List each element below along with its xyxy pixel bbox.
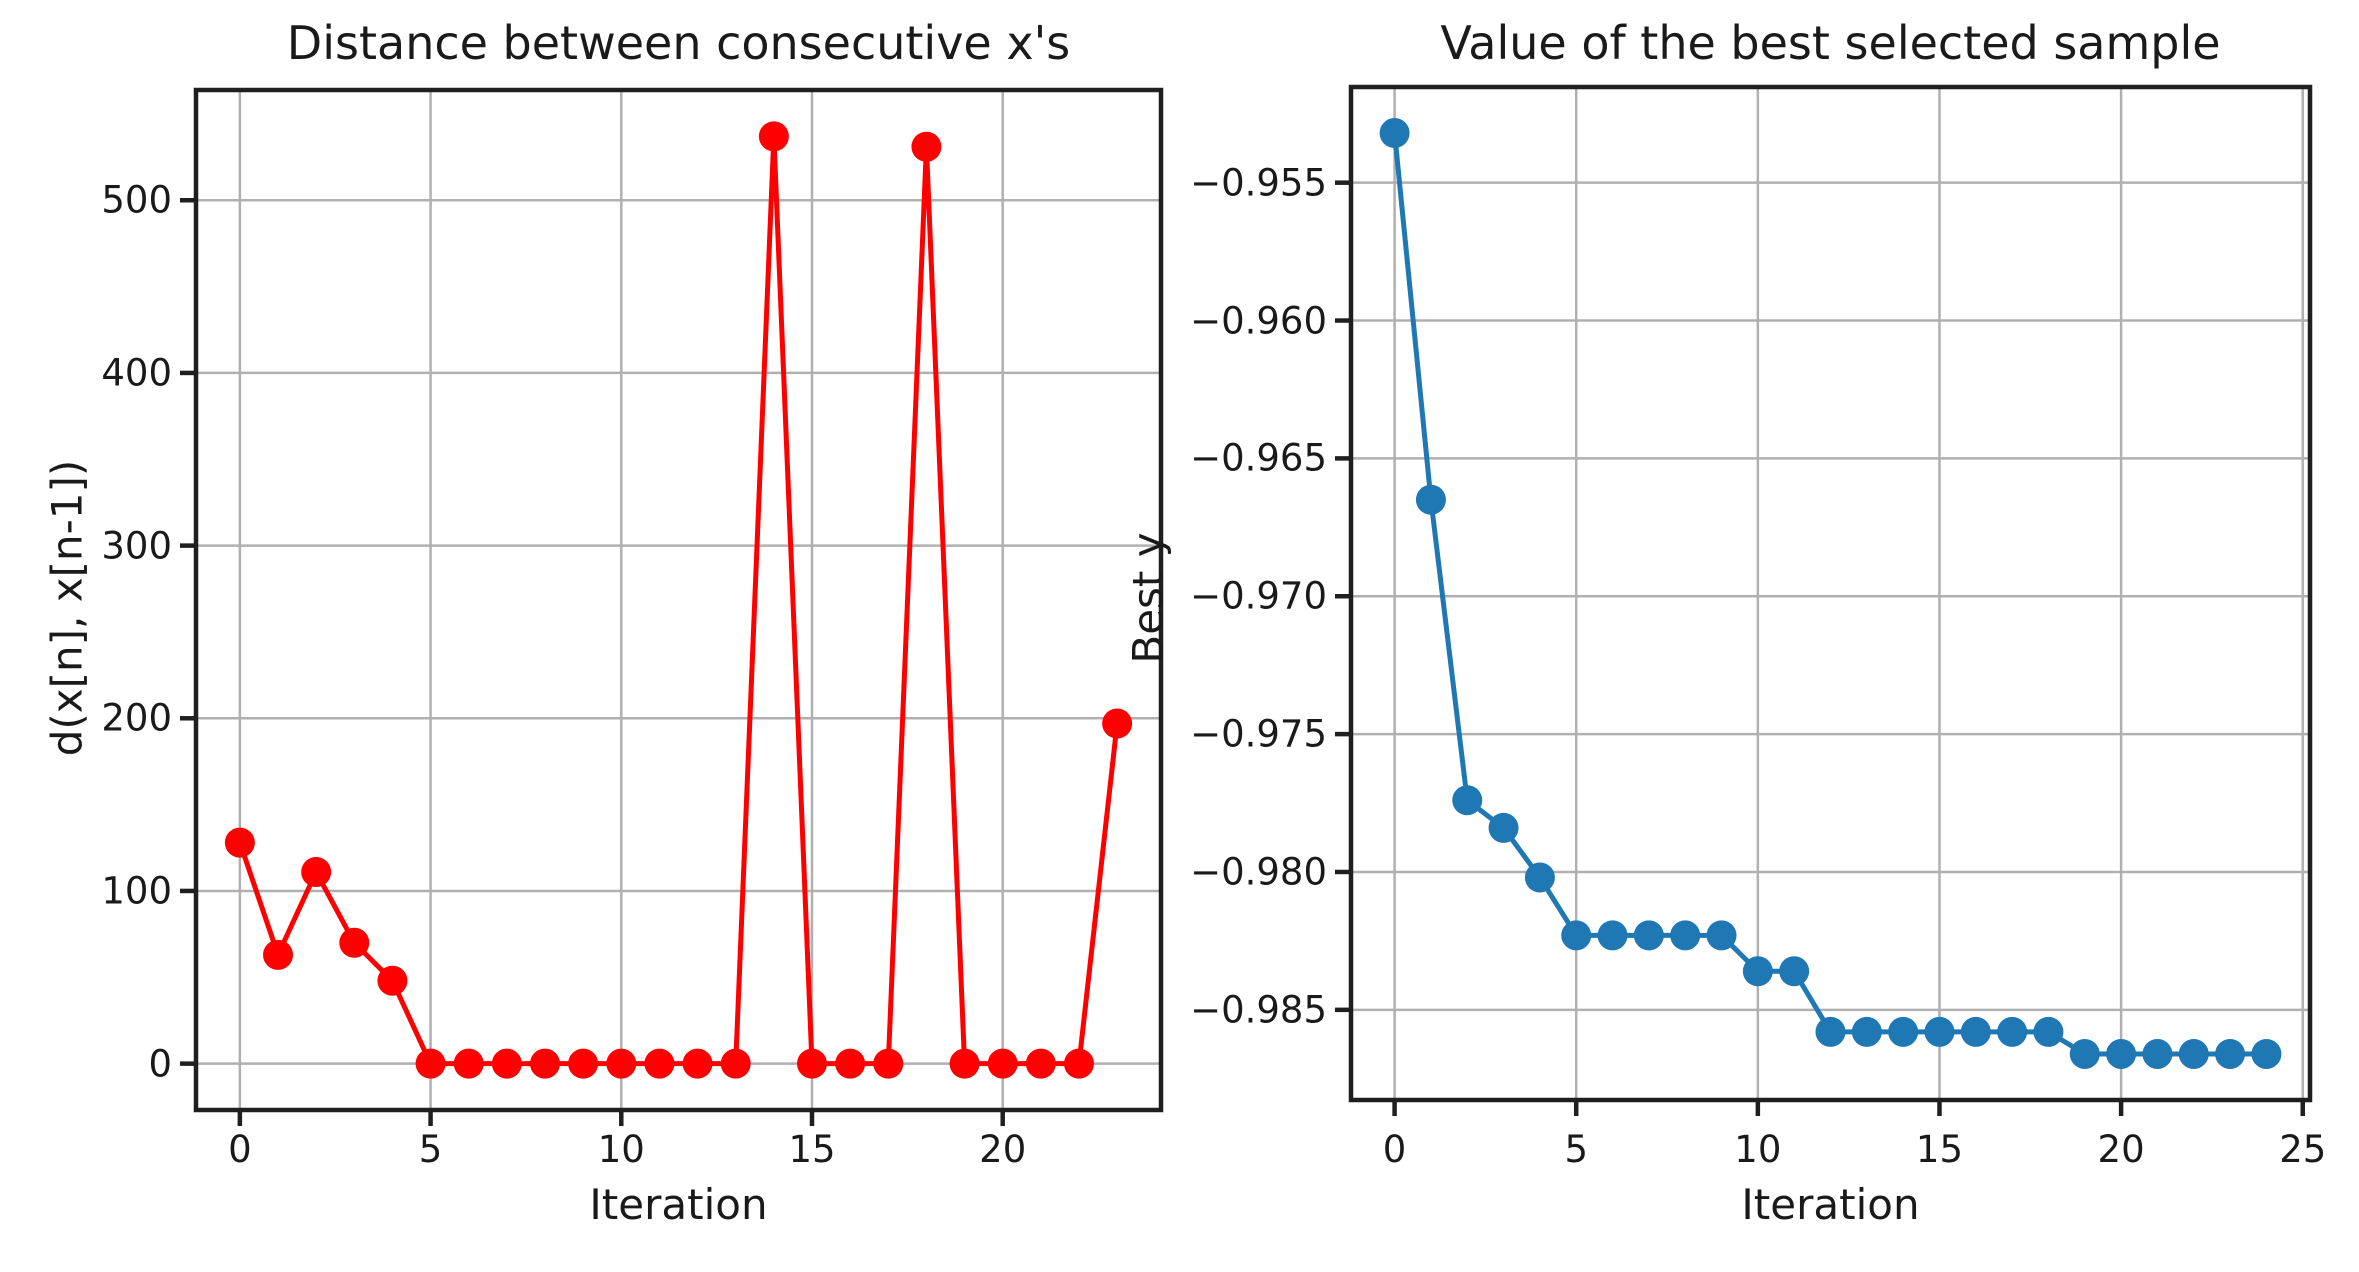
best-sample-chart-y-tick-label: −0.975 [1190, 712, 1327, 756]
best-sample-chart-x-tick-label: 20 [2097, 1128, 2145, 1171]
best-sample-chart-x-tick-label: 15 [1915, 1128, 1964, 1171]
distance-chart-x-tick-label: 5 [418, 1128, 443, 1171]
distance-chart-y-tick-label: 100 [101, 869, 172, 913]
best-sample-chart-marker [2215, 1038, 2246, 1069]
best-sample-chart-x-tick-label: 10 [1734, 1128, 1782, 1171]
distance-chart-y-tick-label: 200 [101, 696, 172, 740]
right-chart-y-axis-label: Best y [1123, 532, 1173, 664]
distance-chart-marker [682, 1048, 713, 1079]
best-sample-chart-y-tick-label: −0.985 [1190, 988, 1327, 1032]
distance-chart-x-tick-label: 15 [788, 1128, 836, 1171]
distance-chart-marker [835, 1048, 866, 1079]
distance-chart-marker [224, 827, 255, 858]
distance-chart-marker [530, 1048, 561, 1079]
best-sample-chart-marker [1488, 812, 1519, 843]
distance-chart-marker [491, 1048, 522, 1079]
distance-chart-y-tick-label: 0 [148, 1042, 172, 1086]
best-sample-chart-spines [1348, 84, 2313, 1103]
best-sample-chart-marker [2178, 1038, 2209, 1069]
best-sample-chart-marker [1415, 484, 1446, 515]
distance-chart-marker [339, 927, 370, 958]
best-sample-chart-y-tick-label: −0.965 [1190, 436, 1327, 480]
distance-chart-marker [453, 1048, 484, 1079]
distance-chart-x-tick-label: 20 [979, 1128, 1027, 1171]
best-sample-chart-marker [1997, 1016, 2028, 1047]
distance-chart-marker [911, 131, 942, 162]
best-sample-chart-marker [1815, 1016, 1846, 1047]
best-sample-chart-marker [1960, 1016, 1991, 1047]
best-sample-chart-marker [1779, 956, 1810, 987]
left-chart-title: Distance between consecutive x's [286, 16, 1071, 70]
distance-chart-marker [415, 1048, 446, 1079]
best-sample-chart-marker [2142, 1038, 2173, 1069]
distance-chart-spines [193, 87, 1164, 1113]
best-sample-chart-y-tick-label: −0.980 [1190, 850, 1327, 894]
left-chart-y-axis-label: d(x[n], x[n-1]) [42, 459, 92, 757]
best-sample-chart-marker [2033, 1016, 2064, 1047]
best-sample-chart-marker [1379, 118, 1410, 149]
distance-chart-y-tick-label: 300 [101, 524, 172, 568]
best-sample-chart-line [1392, 132, 2267, 1057]
right-chart-title: Value of the best selected sample [1440, 16, 2221, 70]
best-sample-chart-marker [1597, 920, 1628, 951]
best-sample-chart-marker [1452, 785, 1483, 816]
best-sample-chart-x-tick-label: 25 [2279, 1128, 2327, 1171]
distance-chart-marker [263, 939, 294, 970]
distance-chart-marker [1063, 1048, 1094, 1079]
best-sample-chart-y-tick-label: −0.960 [1190, 299, 1327, 343]
best-sample-chart-marker [2106, 1038, 2137, 1069]
distance-chart-marker [377, 965, 408, 996]
best-sample-chart-marker [1924, 1016, 1955, 1047]
distance-chart-x-tick-label: 0 [228, 1128, 252, 1171]
distance-chart-marker [1102, 708, 1133, 739]
distance-chart-marker [987, 1048, 1018, 1079]
best-sample-chart-marker [2069, 1038, 2100, 1069]
distance-chart-marker [568, 1048, 599, 1079]
distance-chart-y-tick-label: 500 [101, 178, 172, 222]
distance-chart-x-tick-label: 10 [597, 1128, 645, 1171]
distance-chart-marker [606, 1048, 637, 1079]
distance-chart-marker [873, 1048, 904, 1079]
distance-chart-marker [720, 1048, 751, 1079]
best-sample-chart-marker [1742, 956, 1773, 987]
best-sample-chart-y-tick-label: −0.955 [1190, 161, 1327, 205]
best-sample-chart-marker [1670, 920, 1701, 951]
distance-chart-marker [796, 1048, 827, 1079]
distance-chart-y-tick-label: 400 [101, 351, 172, 395]
best-sample-chart-x-tick-label: 0 [1382, 1128, 1407, 1171]
best-sample-chart-marker [1633, 920, 1664, 951]
best-sample-chart-y-tick-label: −0.970 [1190, 574, 1327, 618]
right-chart-x-axis-label: Iteration [1741, 1180, 1920, 1229]
best-sample-chart-marker [1851, 1016, 1882, 1047]
best-sample-chart-marker [2251, 1038, 2282, 1069]
distance-chart-line [237, 133, 1120, 1067]
distance-chart-marker [1025, 1048, 1056, 1079]
best-sample-chart-marker [1524, 862, 1555, 893]
best-sample-chart-x-tick-label: 5 [1564, 1128, 1588, 1171]
distance-chart-marker [758, 121, 789, 152]
best-sample-chart-marker [1706, 920, 1737, 951]
distance-chart-marker [949, 1048, 980, 1079]
left-chart-x-axis-label: Iteration [589, 1180, 768, 1229]
distance-chart-marker [644, 1048, 675, 1079]
distance-chart-marker [301, 856, 332, 887]
best-sample-chart-marker [1561, 920, 1592, 951]
best-sample-chart-marker [1888, 1016, 1919, 1047]
